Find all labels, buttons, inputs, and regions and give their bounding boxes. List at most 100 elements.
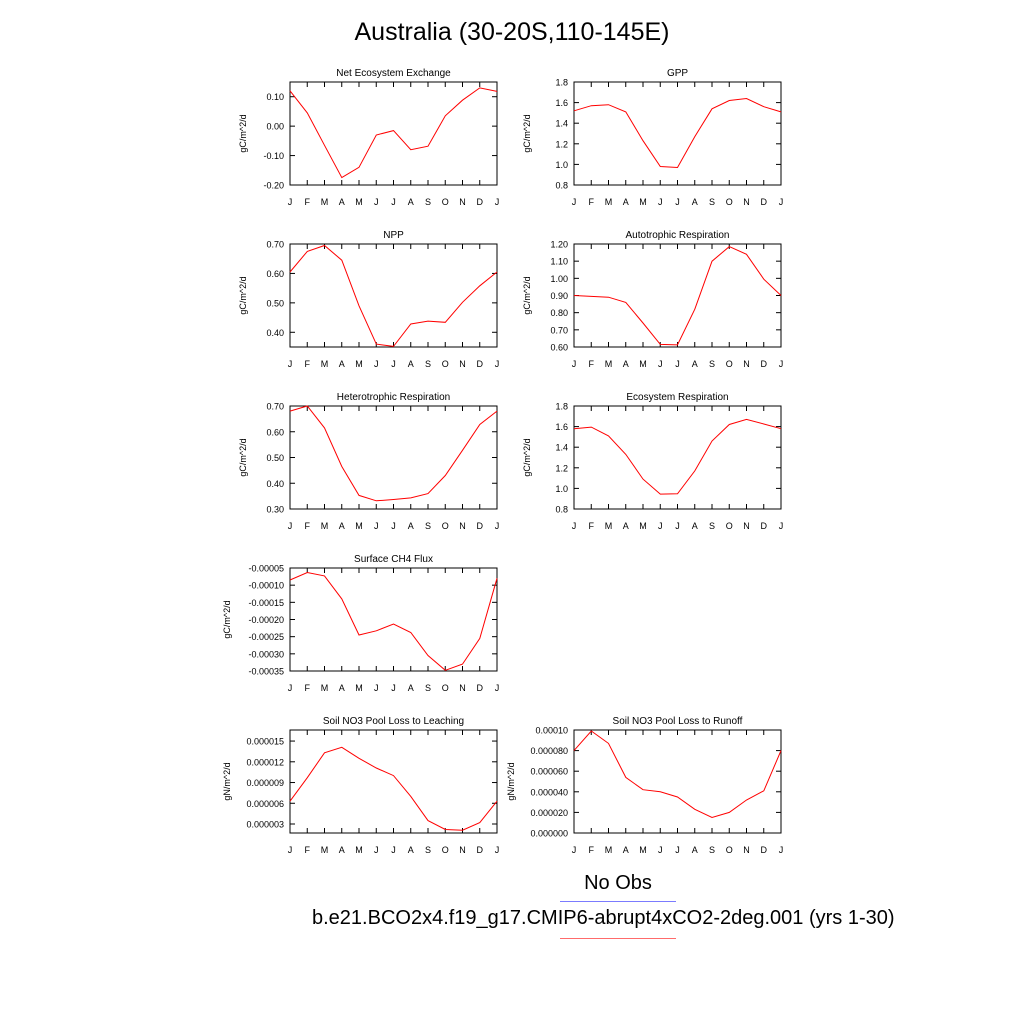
- y-tick-label: 1.0: [555, 484, 568, 494]
- series-line: [289, 244, 498, 347]
- x-tick-label: M: [321, 845, 329, 855]
- y-tick-label: 0.60: [550, 343, 568, 353]
- series-line: [289, 571, 498, 671]
- x-tick-label: F: [589, 197, 595, 207]
- x-tick-label: A: [408, 359, 414, 369]
- x-tick-label: M: [321, 683, 329, 693]
- plot-frame: [289, 243, 498, 348]
- y-tick-label: -0.00030: [248, 649, 284, 659]
- y-tick-label: 0.50: [266, 298, 284, 308]
- y-tick-label: 0.10: [266, 92, 284, 102]
- x-tick-label: O: [726, 359, 733, 369]
- x-tick-label: J: [374, 683, 379, 693]
- y-tick-label: 0.70: [550, 325, 568, 335]
- y-axis-label: gC/m^2/d: [522, 438, 532, 476]
- x-tick-label: D: [477, 845, 484, 855]
- series-line: [573, 246, 782, 346]
- y-tick-label: 0.70: [266, 240, 284, 250]
- y-tick-label: 0.40: [266, 479, 284, 489]
- legend-model-line: [560, 938, 676, 939]
- chart-title: Soil NO3 Pool Loss to Runoff: [613, 716, 743, 727]
- x-tick-label: O: [442, 683, 449, 693]
- x-tick-label: J: [675, 359, 680, 369]
- series-line: [289, 746, 498, 831]
- y-tick-label: 1.8: [555, 402, 568, 412]
- x-tick-label: F: [305, 845, 311, 855]
- x-tick-label: A: [623, 845, 629, 855]
- y-axis-label: gC/m^2/d: [238, 276, 248, 314]
- x-tick-label: N: [743, 359, 750, 369]
- plot-frame: [289, 405, 498, 510]
- x-tick-label: O: [442, 845, 449, 855]
- y-tick-label: 0.00: [266, 122, 284, 132]
- x-tick-label: S: [709, 521, 715, 531]
- y-tick-label: 0.000060: [530, 767, 568, 777]
- y-tick-label: 0.8: [555, 181, 568, 191]
- x-tick-label: F: [305, 359, 311, 369]
- x-tick-label: O: [442, 521, 449, 531]
- y-tick-label: 1.2: [555, 139, 568, 149]
- chart-title: Heterotrophic Respiration: [337, 392, 450, 403]
- x-tick-label: D: [761, 197, 768, 207]
- x-tick-label: M: [321, 359, 329, 369]
- y-tick-label: 1.20: [550, 240, 568, 250]
- series-line: [289, 405, 498, 502]
- y-tick-label: 0.000020: [530, 808, 568, 818]
- plot-frame: [289, 729, 498, 834]
- y-axis-label: gC/m^2/d: [522, 114, 532, 152]
- y-tick-label: -0.00010: [248, 581, 284, 591]
- y-axis-label: gC/m^2/d: [222, 600, 232, 638]
- series-line: [573, 730, 782, 819]
- x-tick-label: J: [572, 521, 577, 531]
- x-tick-label: S: [425, 521, 431, 531]
- x-tick-label: N: [459, 197, 466, 207]
- y-axis-label: gN/m^2/d: [506, 762, 516, 800]
- x-tick-label: M: [355, 197, 363, 207]
- x-tick-label: J: [374, 521, 379, 531]
- x-tick-label: D: [477, 197, 484, 207]
- x-tick-label: M: [355, 521, 363, 531]
- x-tick-label: J: [374, 845, 379, 855]
- y-tick-label: 1.8: [555, 78, 568, 88]
- series-line: [289, 87, 498, 179]
- x-tick-label: N: [743, 197, 750, 207]
- x-tick-label: A: [339, 359, 345, 369]
- x-tick-label: D: [761, 521, 768, 531]
- x-tick-label: F: [305, 521, 311, 531]
- y-tick-label: 1.4: [555, 443, 568, 453]
- x-tick-label: F: [589, 521, 595, 531]
- y-tick-label: 0.70: [266, 402, 284, 412]
- x-tick-label: J: [658, 521, 663, 531]
- x-tick-label: J: [495, 845, 500, 855]
- x-tick-label: J: [658, 845, 663, 855]
- x-tick-label: O: [442, 197, 449, 207]
- x-tick-label: J: [779, 359, 784, 369]
- x-tick-label: F: [305, 197, 311, 207]
- x-tick-label: O: [726, 197, 733, 207]
- chart-title: Net Ecosystem Exchange: [336, 68, 451, 79]
- page-title: Australia (30-20S,110-145E): [354, 18, 670, 46]
- x-tick-label: M: [639, 359, 647, 369]
- y-tick-label: 0.90: [550, 291, 568, 301]
- x-tick-label: S: [709, 845, 715, 855]
- y-tick-label: 0.60: [266, 427, 284, 437]
- x-tick-label: A: [408, 197, 414, 207]
- x-tick-label: N: [743, 845, 750, 855]
- y-tick-label: 0.000015: [246, 737, 284, 747]
- x-tick-label: A: [408, 683, 414, 693]
- x-tick-label: O: [726, 521, 733, 531]
- y-tick-label: 0.000006: [246, 799, 284, 809]
- y-axis-label: gC/m^2/d: [522, 276, 532, 314]
- x-tick-label: D: [761, 359, 768, 369]
- y-axis-label: gC/m^2/d: [238, 114, 248, 152]
- legend-obs-label: No Obs: [584, 872, 652, 894]
- x-tick-label: J: [288, 845, 293, 855]
- x-tick-label: J: [374, 359, 379, 369]
